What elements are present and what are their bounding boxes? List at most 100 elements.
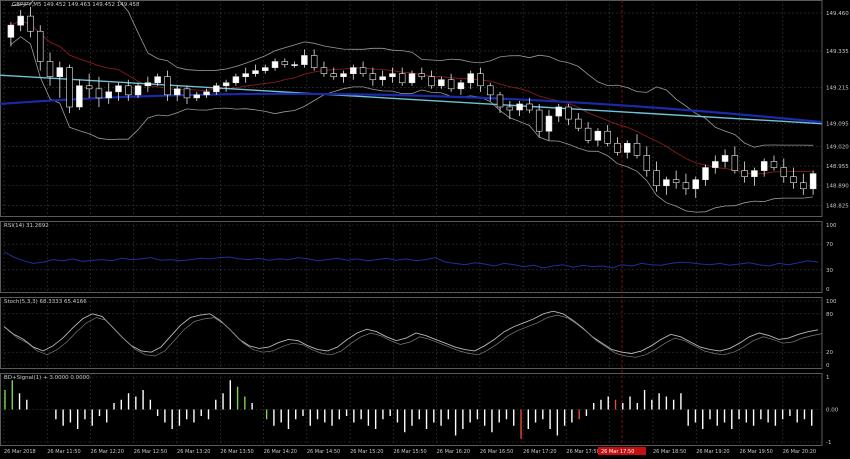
candle-body — [741, 170, 748, 177]
time-label: 26 Mar 17:50 — [566, 449, 599, 455]
price-tick-label: 148.825 — [826, 203, 849, 209]
candle-body — [496, 94, 504, 108]
candle-body — [692, 179, 699, 190]
ma-slow-line — [0, 92, 823, 124]
candle-body — [271, 61, 279, 68]
histo-level-label: 0.00 — [826, 408, 839, 414]
time-label: 26 Mar 19:50 — [739, 449, 772, 455]
stoch-main-line — [3, 310, 819, 354]
histogram-panel[interactable] — [4, 380, 813, 439]
stoch-level-label: 0 — [826, 363, 830, 369]
candle-body — [751, 170, 758, 177]
candle-body — [301, 55, 308, 65]
panel-border-stoch — [0, 297, 823, 369]
price-axis: 149.460 149.335 149.215 149.095 149.020 148.9… — [826, 11, 849, 446]
candle-body — [447, 79, 455, 90]
candle-body — [340, 73, 347, 77]
candle-body — [183, 88, 191, 99]
candle-body — [105, 91, 112, 99]
ma-fast-line — [0, 74, 823, 125]
candle-body — [76, 85, 83, 108]
rsi-level-label: 100 — [826, 223, 837, 229]
candle-body — [780, 167, 787, 177]
candle-body — [66, 67, 73, 108]
candle-body — [154, 76, 161, 84]
candle-body — [242, 73, 249, 77]
panel-border-histo — [0, 373, 823, 446]
time-label: 26 Mar 11:50 — [47, 449, 80, 455]
candle-body — [672, 179, 680, 184]
candle-body — [800, 182, 807, 190]
time-label: 26 Mar 15:50 — [393, 449, 426, 455]
candle-body — [653, 170, 660, 187]
candle-body — [702, 167, 709, 180]
candle-body — [712, 161, 719, 168]
candle-body — [95, 88, 103, 99]
candle-body — [418, 73, 426, 77]
candle-body — [115, 85, 122, 93]
candle-body — [721, 155, 729, 162]
time-label: 26 Mar 19:20 — [696, 449, 729, 455]
rsi-line — [3, 251, 819, 269]
candle-body — [252, 70, 259, 74]
candle-body — [575, 118, 582, 129]
panel-border-rsi — [0, 221, 823, 293]
candle-body — [164, 76, 171, 96]
stoch-level-label: 80 — [826, 312, 833, 318]
time-cursor-badge — [598, 447, 646, 455]
candle-body — [614, 143, 621, 153]
stoch-level-label: 20 — [826, 350, 833, 356]
candle-body — [7, 24, 15, 38]
candle-body — [526, 103, 533, 111]
candle-body — [506, 106, 514, 111]
candle-body — [633, 143, 641, 156]
candle-body — [173, 88, 181, 96]
candle-body — [584, 127, 592, 141]
candle-body — [555, 106, 562, 117]
candle-body — [663, 179, 670, 187]
rsi-level-label: 0 — [826, 287, 830, 293]
candle-body — [809, 173, 817, 190]
price-tick-label: 148.955 — [826, 164, 849, 170]
candle-body — [125, 85, 132, 96]
stoch-signal-line — [7, 314, 823, 358]
candle-body — [56, 67, 64, 77]
price-panel[interactable] — [0, 0, 823, 213]
candle-body — [310, 55, 318, 68]
candle-body — [428, 76, 435, 87]
price-tick-label: 149.020 — [826, 144, 849, 150]
time-label: 26 Mar 17:20 — [523, 449, 556, 455]
histogram-panel-label: BD+Signal(1) + 3.0000 0.0000 — [4, 375, 90, 381]
candle-body — [565, 106, 572, 120]
candle-body — [408, 73, 416, 84]
candle-body — [330, 73, 337, 77]
candle-body — [594, 130, 602, 141]
stoch-level-label: 100 — [826, 299, 837, 305]
candle-body — [438, 79, 445, 87]
histo-level-label: 1 — [826, 375, 830, 381]
candle-body — [389, 73, 396, 77]
candle-body — [369, 73, 377, 81]
candle-body — [623, 143, 631, 153]
stochastic-panel[interactable] — [3, 310, 823, 358]
histo-level-label: -1 — [826, 440, 831, 446]
rsi-panel[interactable] — [3, 251, 819, 269]
candle-body — [203, 91, 210, 96]
bollinger-upper-line — [10, 0, 814, 148]
bollinger-lower-line — [10, 36, 814, 213]
candle-body — [144, 82, 152, 87]
candle-body — [359, 67, 367, 74]
price-tick-label: 149.215 — [826, 85, 849, 91]
candle-body — [291, 64, 298, 66]
time-label: 26 Mar 13:20 — [177, 449, 210, 455]
candle-body — [213, 85, 220, 93]
price-tick-label: 149.095 — [826, 122, 849, 128]
time-label: 26 Mar 12:20 — [91, 449, 124, 455]
candle-body — [545, 115, 553, 132]
candle-body — [85, 85, 93, 90]
candle-body — [760, 161, 768, 171]
grid-lines — [0, 0, 823, 446]
candle-body — [281, 61, 289, 65]
candle-body — [379, 76, 386, 81]
